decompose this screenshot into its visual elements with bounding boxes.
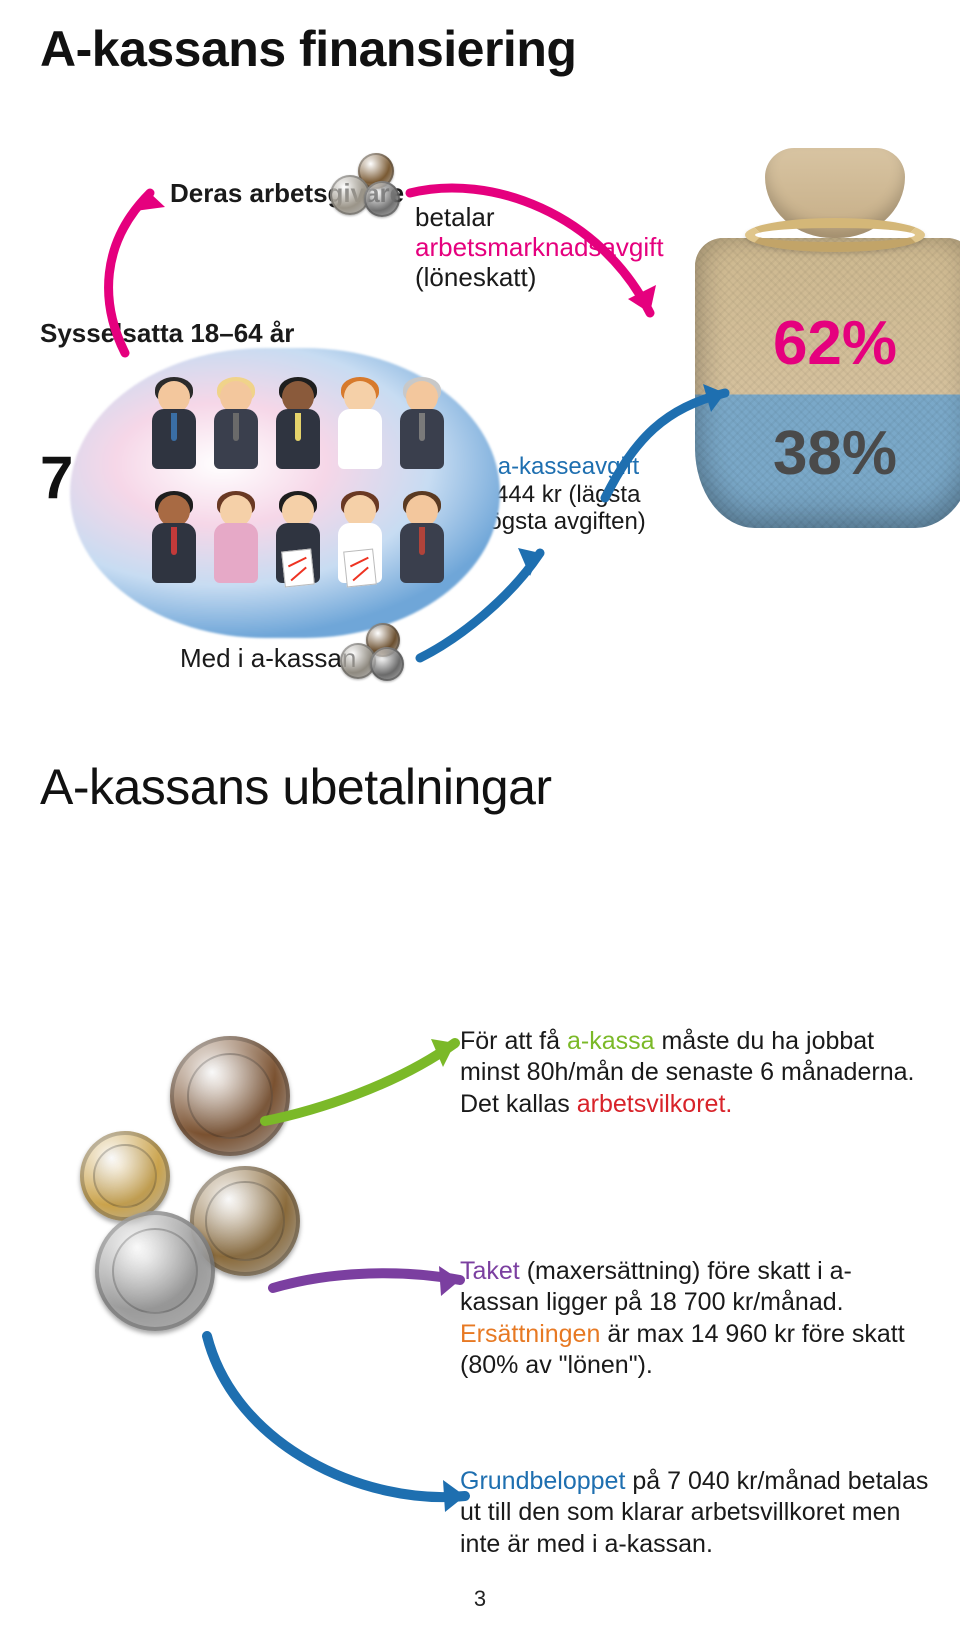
person-icon (208, 381, 264, 491)
section2-title: A-kassans ubetalningar (40, 758, 920, 816)
arrow-blue (195, 1326, 485, 1526)
person-icon (332, 381, 388, 491)
block-taket: Taket (maxersättning) före skatt i a-kas… (460, 1256, 930, 1381)
text-run: Grundbeloppet (460, 1467, 625, 1495)
section1-title: A-kassans finansiering (40, 20, 920, 78)
text-run: arbetsvilkoret. (577, 1090, 733, 1118)
person-icon (146, 495, 202, 605)
arrow-member-to-fee (410, 538, 560, 668)
person-icon (146, 381, 202, 491)
arrow-purple (265, 1256, 475, 1306)
text-run: Taket (460, 1257, 520, 1285)
arrow-payroll-to-bag (400, 173, 720, 333)
arrow-green (255, 1031, 475, 1131)
label-member: Med i a-kassan (180, 643, 356, 674)
page-number: 3 (474, 1586, 486, 1612)
block-grundbelopp: Grundbeloppet på 7 040 kr/månad betalas … (460, 1466, 930, 1560)
person-icon (332, 495, 388, 605)
person-icon (208, 495, 264, 605)
coin-icon (364, 181, 400, 217)
arrow-employers-up (95, 173, 215, 363)
text-run: För att få (460, 1027, 567, 1055)
text-run: Ersättningen (460, 1320, 600, 1348)
pct-fee-share: 38% (773, 418, 897, 489)
coin-icon (370, 647, 404, 681)
financing-diagram: Deras arbetsgivare betalar arbetsmarknad… (40, 118, 920, 758)
person-icon (270, 495, 326, 605)
person-icon (270, 381, 326, 491)
pct-payroll-share: 62% (773, 308, 897, 379)
person-icon (394, 381, 450, 491)
text-run: a-kassa (567, 1027, 655, 1055)
coin-icon (80, 1131, 170, 1221)
arrow-fee-to-bag (595, 378, 745, 508)
coin-icon (95, 1211, 215, 1331)
block-arbetsvilkoret: För att få a-kassa måste du ha jobbat mi… (460, 1026, 930, 1120)
payouts-diagram: För att få a-kassa måste du ha jobbat mi… (40, 936, 920, 1616)
